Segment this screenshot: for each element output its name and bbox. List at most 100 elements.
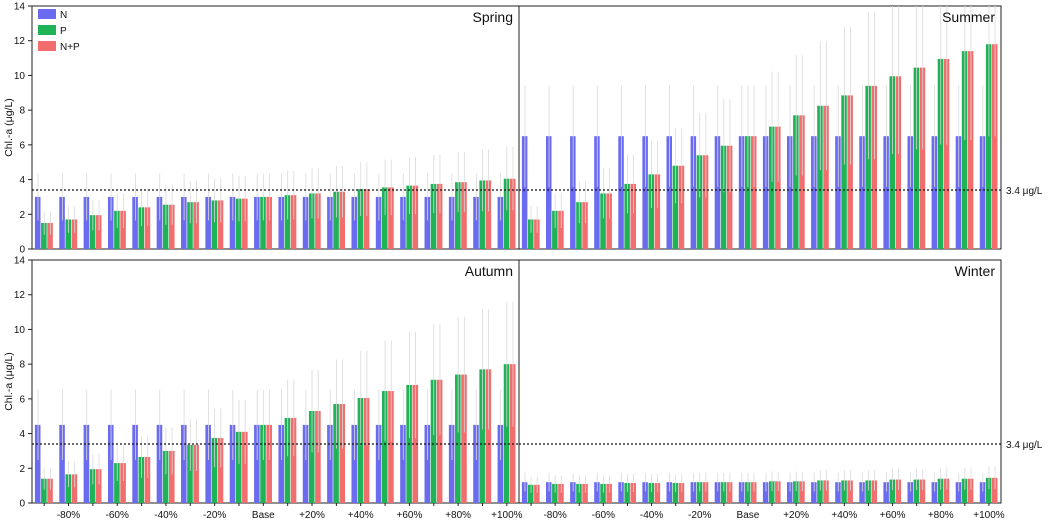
x-tick-label: -80% [57, 510, 80, 521]
bar-winter-nplusp-20pct [702, 482, 709, 503]
panel-frame [518, 5, 1002, 250]
bar-autumn-n-plus80pct [448, 424, 455, 503]
bar-autumn-nplusp-plus30pct [339, 404, 346, 503]
bar-winter-p-20pct [696, 482, 703, 503]
bar-summer-p-100pct [527, 219, 534, 249]
bar-autumn-nplusp-plus40pct [363, 397, 370, 503]
bar-summer-nplusp-30pct [678, 165, 685, 249]
bar-spring-nplusp-40pct [169, 204, 175, 249]
y-tick-label: 0 [19, 499, 25, 510]
bar-winter-nplusp-plus40pct [847, 480, 853, 503]
bar-summer-n-30pct [666, 136, 672, 249]
y-tick-label: 12 [14, 36, 26, 47]
bar-winter-n-100pct [521, 482, 528, 503]
bar-winter-nplusp-100pct [534, 484, 540, 503]
y-tick-label: 0 [19, 245, 25, 256]
bar-winter-p-plus40pct [841, 480, 847, 503]
bar-autumn-nplusp-30pct [193, 444, 199, 503]
bar-summer-n-plus30pct [811, 136, 817, 249]
bar-autumn-nplusp-80pct [71, 474, 78, 503]
bar-summer-n-plus10pct [762, 136, 769, 249]
bar-autumn-p-plus10pct [284, 417, 291, 503]
bar-spring-nplusp-70pct [95, 215, 102, 249]
bar-winter-n-plus40pct [835, 482, 841, 503]
bar-winter-nplusp-plus20pct [799, 481, 805, 503]
bar-spring-n-80pct [59, 196, 65, 249]
bar-summer-nplusp-70pct [582, 202, 588, 249]
bar-spring-nplusp-plus10pct [290, 195, 297, 249]
bar-autumn-n-plus40pct [351, 424, 358, 503]
bar-summer-nplusp-base [751, 136, 757, 249]
bar-summer-n-plus90pct [955, 136, 962, 249]
bar-winter-n-plus20pct [786, 482, 793, 503]
bar-spring-nplusp-60pct [120, 210, 126, 249]
bar-summer-p-plus60pct [889, 76, 896, 250]
bar-summer-n-plus80pct [931, 136, 938, 249]
x-tick-label: +80% [445, 510, 471, 521]
bar-winter-n-plus100pct [979, 482, 986, 503]
bar-spring-nplusp-80pct [71, 219, 78, 249]
bar-autumn-n-plus60pct [400, 424, 406, 503]
bar-spring-p-plus90pct [479, 180, 485, 249]
bar-summer-n-60pct [594, 136, 600, 249]
bar-winter-nplusp-plus30pct [823, 480, 829, 503]
y-tick-label: 10 [14, 325, 26, 336]
bar-spring-n-base [254, 196, 260, 249]
bar-winter-n-plus50pct [859, 482, 865, 503]
bar-summer-n-50pct [618, 136, 624, 249]
bar-spring-p-plus30pct [333, 191, 339, 249]
bar-winter-n-plus80pct [931, 482, 938, 503]
bar-winter-nplusp-plus10pct [775, 481, 781, 503]
bar-winter-n-60pct [594, 482, 600, 503]
bar-winter-nplusp-plus100pct [992, 477, 998, 503]
bar-spring-n-plus50pct [375, 196, 382, 249]
bar-autumn-n-plus100pct [497, 424, 504, 503]
bar-summer-p-plus20pct [793, 115, 799, 249]
bar-summer-nplusp-plus30pct [823, 105, 829, 249]
bar-spring-n-plus20pct [302, 196, 309, 249]
bar-autumn-p-100pct [41, 478, 47, 503]
bar-spring-p-plus70pct [430, 183, 437, 249]
x-tick-label: -20% [688, 510, 711, 521]
bar-spring-p-30pct [187, 202, 193, 249]
bar-summer-n-plus100pct [979, 136, 986, 249]
bar-autumn-nplusp-plus50pct [388, 391, 394, 503]
bar-spring-n-plus40pct [351, 196, 358, 249]
x-tick-label: -80% [543, 510, 566, 521]
bar-autumn-p-10pct [235, 431, 242, 503]
bar-spring-n-40pct [156, 196, 163, 249]
bar-autumn-nplusp-plus90pct [485, 369, 492, 503]
bar-winter-nplusp-plus90pct [967, 478, 974, 503]
legend: NP N+P [38, 9, 80, 53]
bar-winter-nplusp-70pct [582, 483, 588, 503]
bar-summer-p-plus90pct [961, 51, 968, 249]
bar-summer-n-plus70pct [907, 136, 913, 249]
bar-winter-nplusp-plus80pct [943, 478, 950, 503]
x-tick-label: Base [737, 510, 760, 521]
bar-winter-p-plus30pct [817, 480, 823, 503]
bar-winter-nplusp-base [751, 482, 757, 503]
bar-autumn-nplusp-plus10pct [290, 417, 297, 503]
bar-summer-n-70pct [570, 136, 576, 249]
bar-summer-p-50pct [624, 183, 630, 249]
bar-autumn-n-base [254, 424, 260, 503]
bar-spring-n-plus30pct [327, 196, 333, 249]
bar-spring-nplusp-plus70pct [436, 183, 443, 249]
panel-spring: 0 2 4 6 8 10 12 14 Chl.-a (μg/L) Spring [3, 2, 520, 256]
bar-spring-nplusp-plus40pct [363, 189, 370, 249]
bar-spring-n-70pct [83, 196, 90, 249]
bar-winter-p-80pct [552, 483, 558, 503]
bar-winter-p-10pct [720, 482, 727, 503]
bar-autumn-n-plus20pct [302, 424, 309, 503]
bar-summer-p-plus40pct [841, 95, 847, 249]
bar-spring-n-plus80pct [448, 196, 455, 249]
bar-summer-n-40pct [642, 136, 648, 249]
legend-label-n: N [60, 10, 67, 21]
bar-winter-n-70pct [570, 482, 576, 503]
bar-spring-p-plus40pct [357, 189, 364, 249]
bar-autumn-n-plus50pct [375, 424, 382, 503]
bar-autumn-p-plus30pct [333, 404, 339, 503]
bar-spring-nplusp-plus80pct [461, 182, 467, 249]
bar-autumn-nplusp-10pct [242, 431, 248, 503]
